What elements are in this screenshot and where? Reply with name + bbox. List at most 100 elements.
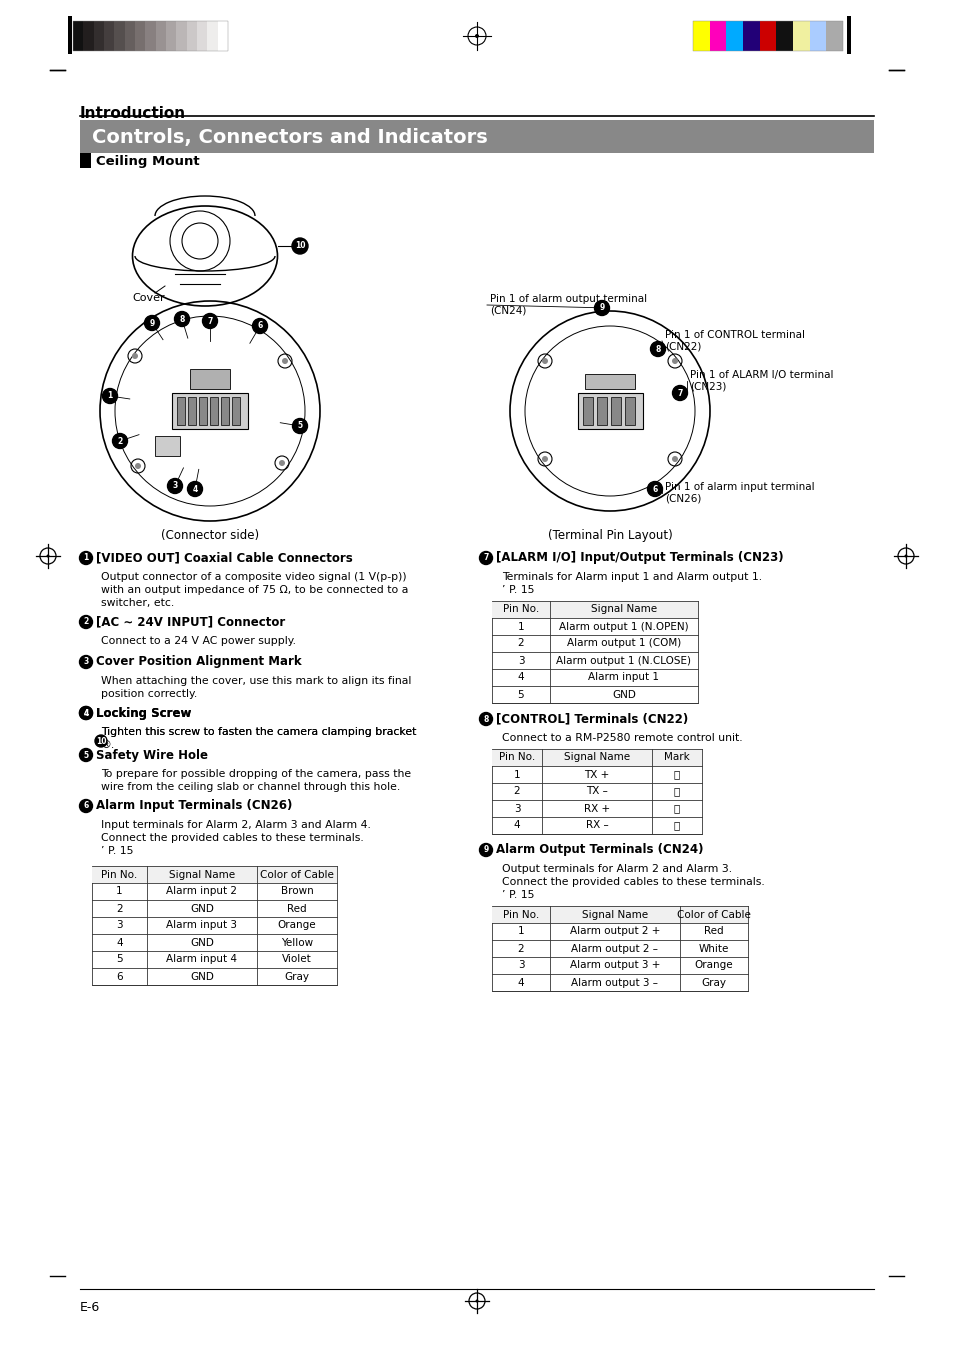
Circle shape: [79, 655, 92, 669]
Text: Red: Red: [287, 904, 307, 913]
Circle shape: [95, 735, 107, 747]
Text: Connect to a RM-P2580 remote control unit.: Connect to a RM-P2580 remote control uni…: [501, 734, 741, 743]
Text: Input terminals for Alarm 2, Alarm 3 and Alarm 4.: Input terminals for Alarm 2, Alarm 3 and…: [101, 820, 371, 830]
Text: Connect to a 24 V AC power supply.: Connect to a 24 V AC power supply.: [101, 636, 295, 646]
Bar: [154, 436, 180, 457]
Text: 6: 6: [652, 485, 657, 493]
Text: 9: 9: [150, 319, 154, 327]
Bar: [584, 374, 635, 389]
Bar: [492, 748, 701, 766]
Text: 4: 4: [193, 485, 197, 493]
Circle shape: [282, 358, 288, 363]
Bar: [742, 22, 759, 51]
Bar: [492, 601, 698, 617]
Text: Alarm Input Terminals (CN26): Alarm Input Terminals (CN26): [96, 800, 292, 812]
Circle shape: [541, 358, 547, 363]
Text: Connect the provided cables to these terminals.: Connect the provided cables to these ter…: [501, 877, 764, 888]
Bar: [91, 866, 336, 884]
Bar: [759, 22, 776, 51]
Text: Alarm output 3 –: Alarm output 3 –: [571, 978, 658, 988]
Text: Alarm input 2: Alarm input 2: [167, 886, 237, 897]
Text: 3: 3: [83, 658, 89, 666]
Circle shape: [647, 481, 661, 497]
Text: 6: 6: [257, 322, 262, 331]
Circle shape: [174, 312, 190, 327]
Text: 1: 1: [517, 621, 524, 631]
Circle shape: [112, 434, 128, 449]
Text: GND: GND: [190, 971, 213, 981]
Bar: [210, 397, 218, 426]
Text: To prepare for possible dropping of the camera, pass the: To prepare for possible dropping of the …: [101, 769, 411, 780]
Text: Alarm Output Terminals (CN24): Alarm Output Terminals (CN24): [496, 843, 702, 857]
Circle shape: [135, 463, 141, 469]
Bar: [692, 22, 709, 51]
Text: Alarm output 2 –: Alarm output 2 –: [571, 943, 658, 954]
Bar: [492, 748, 701, 834]
Circle shape: [479, 551, 492, 565]
Circle shape: [79, 748, 92, 762]
Text: Alarm input 3: Alarm input 3: [167, 920, 237, 931]
Circle shape: [202, 313, 217, 328]
Text: [AC ∼ 24V INPUT] Connector: [AC ∼ 24V INPUT] Connector: [96, 616, 285, 628]
Bar: [145, 22, 155, 51]
Text: 2: 2: [117, 436, 123, 446]
Bar: [177, 397, 185, 426]
Bar: [232, 397, 240, 426]
Circle shape: [102, 389, 117, 404]
Bar: [166, 22, 176, 51]
Text: [ALARM I/O] Input/Output Terminals (CN23): [ALARM I/O] Input/Output Terminals (CN23…: [496, 551, 782, 565]
Circle shape: [47, 554, 50, 558]
Text: Color of Cable: Color of Cable: [677, 909, 750, 920]
Bar: [624, 397, 635, 426]
Text: ’ P. 15: ’ P. 15: [501, 890, 534, 900]
Bar: [73, 22, 83, 51]
Circle shape: [903, 554, 906, 558]
Text: Pin No.: Pin No.: [101, 870, 137, 880]
Text: RX –: RX –: [585, 820, 608, 831]
Text: 4: 4: [83, 708, 89, 717]
Text: Signal Name: Signal Name: [581, 909, 647, 920]
Text: GND: GND: [190, 904, 213, 913]
Text: 6: 6: [116, 971, 123, 981]
Text: Gray: Gray: [700, 978, 726, 988]
Text: TX +: TX +: [584, 770, 609, 780]
Text: Signal Name: Signal Name: [590, 604, 657, 615]
Text: Ⓓ: Ⓓ: [673, 820, 679, 831]
Text: Ⓐ: Ⓐ: [673, 770, 679, 780]
Text: Alarm output 1 (COM): Alarm output 1 (COM): [566, 639, 680, 648]
Circle shape: [671, 358, 678, 363]
Circle shape: [79, 707, 92, 720]
Text: Ceiling Mount: Ceiling Mount: [96, 154, 199, 168]
Text: 7: 7: [483, 554, 488, 562]
Text: 3: 3: [172, 481, 177, 490]
Text: 7: 7: [677, 389, 682, 397]
Bar: [217, 22, 228, 51]
Text: Brown: Brown: [280, 886, 313, 897]
Bar: [578, 393, 642, 430]
Circle shape: [168, 478, 182, 493]
Text: Introduction: Introduction: [80, 105, 186, 122]
Bar: [155, 22, 166, 51]
Text: Alarm output 1 (N.OPEN): Alarm output 1 (N.OPEN): [558, 621, 688, 631]
Text: E-6: E-6: [80, 1301, 100, 1315]
Text: Connect the provided cables to these terminals.: Connect the provided cables to these ter…: [101, 834, 363, 843]
Text: 1: 1: [108, 392, 112, 400]
Text: 3: 3: [513, 804, 519, 813]
Bar: [80, 153, 91, 168]
Circle shape: [188, 481, 202, 497]
Text: Alarm input 1: Alarm input 1: [588, 673, 659, 682]
Text: Output connector of a composite video signal (1 V(p-p)): Output connector of a composite video si…: [101, 571, 406, 582]
Text: 2: 2: [83, 617, 89, 627]
Text: Controls, Connectors and Indicators: Controls, Connectors and Indicators: [91, 127, 487, 146]
Text: When attaching the cover, use this mark to align its final: When attaching the cover, use this mark …: [101, 676, 411, 686]
Text: 4: 4: [83, 708, 89, 717]
Text: ’ P. 15: ’ P. 15: [101, 846, 133, 857]
Circle shape: [132, 353, 138, 359]
Text: Pin No.: Pin No.: [502, 909, 538, 920]
Bar: [135, 22, 145, 51]
Text: 3: 3: [517, 655, 524, 666]
Bar: [846, 16, 850, 54]
Bar: [80, 120, 873, 153]
Text: Alarm output 1 (N.CLOSE): Alarm output 1 (N.CLOSE): [556, 655, 691, 666]
Text: Signal Name: Signal Name: [563, 753, 629, 762]
